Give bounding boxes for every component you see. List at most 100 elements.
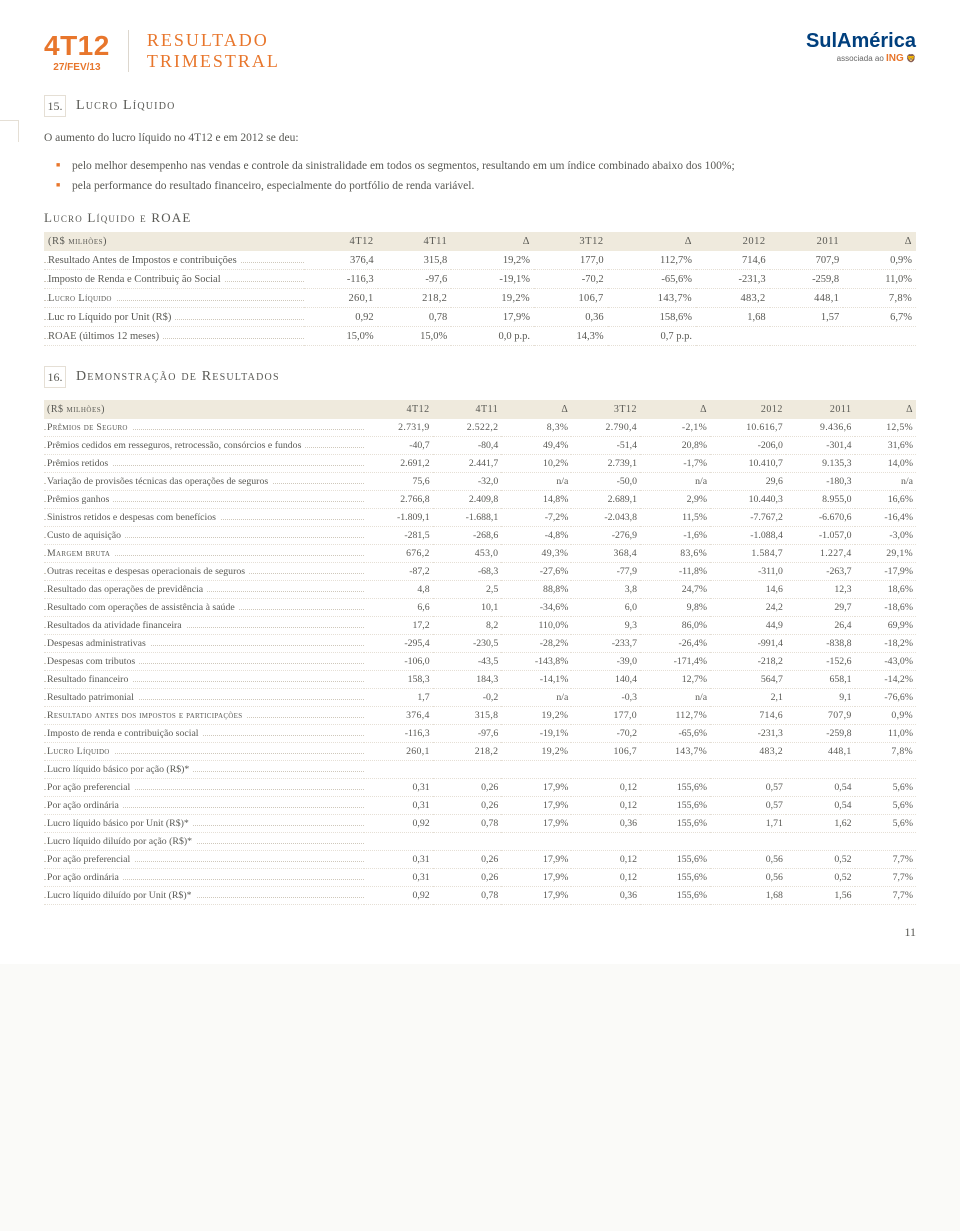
cell: 448,1 xyxy=(786,743,855,761)
cell: 4,8 xyxy=(364,581,433,599)
cell: -259,8 xyxy=(770,270,844,289)
row-label: Por ação preferencial xyxy=(44,851,364,869)
logo-ing: ING xyxy=(886,53,904,64)
cell: -11,8% xyxy=(640,563,710,581)
cell: -70,2 xyxy=(534,270,608,289)
col-header: 4T12 xyxy=(364,400,433,419)
cell xyxy=(571,761,640,779)
cell: -295,4 xyxy=(364,635,433,653)
cell: 14,3% xyxy=(534,327,608,346)
cell: -80,4 xyxy=(433,437,502,455)
cell: 0,9% xyxy=(843,251,916,270)
cell: 368,4 xyxy=(571,545,640,563)
bullet-list: pelo melhor desempenho nas vendas e cont… xyxy=(44,157,916,196)
cell: n/a xyxy=(501,689,571,707)
cell: -116,3 xyxy=(304,270,378,289)
section-number: 15. xyxy=(44,95,66,117)
bullet-2: pela performance do resultado financeiro… xyxy=(72,177,916,197)
cell: -838,8 xyxy=(786,635,855,653)
cell xyxy=(640,833,710,851)
cell: 376,4 xyxy=(304,251,378,270)
table-2: (R$ milhões)4T124T11Δ3T12Δ20122011ΔPrêmi… xyxy=(44,400,916,905)
cell: 19,2% xyxy=(451,251,534,270)
cell: 83,6% xyxy=(640,545,710,563)
table-row: Resultado Antes de Impostos e contribuiç… xyxy=(44,251,916,270)
table-row: Variação de provisões técnicas das opera… xyxy=(44,473,916,491)
section-title: Lucro Líquido xyxy=(76,98,176,114)
cell: -70,2 xyxy=(571,725,640,743)
cell: 10,2% xyxy=(501,455,571,473)
col-header: 3T12 xyxy=(571,400,640,419)
cell: 714,6 xyxy=(710,707,786,725)
col-header: 3T12 xyxy=(534,232,608,251)
row-label: Resultado antes dos impostos e participa… xyxy=(44,707,364,725)
col-header: 4T11 xyxy=(433,400,502,419)
title-line-1: RESULTADO xyxy=(147,30,280,51)
cell: 10.440,3 xyxy=(710,491,786,509)
cell: 17,9% xyxy=(451,308,534,327)
row-label: Prêmios de Seguro xyxy=(44,419,364,437)
cell: 15,0% xyxy=(304,327,378,346)
cell: -206,0 xyxy=(710,437,786,455)
cell: 0,9% xyxy=(855,707,916,725)
cell: 31,6% xyxy=(855,437,916,455)
table-row: Margem bruta676,2453,049,3%368,483,6%1.5… xyxy=(44,545,916,563)
cell: -0,2 xyxy=(433,689,502,707)
logo-main: SulAmérica xyxy=(806,30,916,53)
cell: 24,2 xyxy=(710,599,786,617)
report-title: RESULTADO TRIMESTRAL xyxy=(147,30,280,72)
col-header: 2012 xyxy=(710,400,786,419)
cell: 7,7% xyxy=(855,887,916,905)
cell: 177,0 xyxy=(534,251,608,270)
section-15-header: 15. Lucro Líquido xyxy=(44,95,916,117)
cell: -143,8% xyxy=(501,653,571,671)
cell: -152,6 xyxy=(786,653,855,671)
col-header: 2011 xyxy=(786,400,855,419)
cell: 26,4 xyxy=(786,617,855,635)
table-row: Resultado das operações de previdência4,… xyxy=(44,581,916,599)
cell: 0,12 xyxy=(571,779,640,797)
cell xyxy=(364,761,433,779)
cell: 2.739,1 xyxy=(571,455,640,473)
cell: 5,6% xyxy=(855,779,916,797)
cell: -218,2 xyxy=(710,653,786,671)
table-row: ROAE (últimos 12 meses)15,0%15,0%0,0 p.p… xyxy=(44,327,916,346)
cell: -1.809,1 xyxy=(364,509,433,527)
cell: -2,1% xyxy=(640,419,710,437)
cell: -116,3 xyxy=(364,725,433,743)
cell: -231,3 xyxy=(696,270,770,289)
cell: 0,56 xyxy=(710,851,786,869)
cell: 158,6% xyxy=(608,308,696,327)
cell: 12,7% xyxy=(640,671,710,689)
cell: 11,0% xyxy=(855,725,916,743)
cell xyxy=(843,327,916,346)
cell: 158,3 xyxy=(364,671,433,689)
brand-date: 27/FEV/13 xyxy=(44,62,110,73)
cell: -39,0 xyxy=(571,653,640,671)
cell: 88,8% xyxy=(501,581,571,599)
cell: -2.043,8 xyxy=(571,509,640,527)
cell: 2.409,8 xyxy=(433,491,502,509)
cell: 2.522,2 xyxy=(433,419,502,437)
cell: 0,0 p.p. xyxy=(451,327,534,346)
row-label: Despesas administrativas xyxy=(44,635,364,653)
row-label: Lucro líquido diluído por Unit (R$)* xyxy=(44,887,364,905)
cell: 11,5% xyxy=(640,509,710,527)
section-title: Demonstração de Resultados xyxy=(76,369,280,385)
table-row: Custo de aquisição-281,5-268,6-4,8%-276,… xyxy=(44,527,916,545)
cell: -4,8% xyxy=(501,527,571,545)
cell: 315,8 xyxy=(378,251,452,270)
cell: 0,92 xyxy=(304,308,378,327)
section-16-header: 16. Demonstração de Resultados xyxy=(44,366,916,388)
cell: 9.135,3 xyxy=(786,455,855,473)
row-label: ROAE (últimos 12 meses) xyxy=(44,327,304,346)
cell: 7,8% xyxy=(843,289,916,308)
table-row: Resultado patrimonial1,7-0,2n/a-0,3n/a2,… xyxy=(44,689,916,707)
row-label: Resultado das operações de previdência xyxy=(44,581,364,599)
cell: -991,4 xyxy=(710,635,786,653)
cell: 0,57 xyxy=(710,797,786,815)
table-row: Resultado financeiro158,3184,3-14,1%140,… xyxy=(44,671,916,689)
cell: -68,3 xyxy=(433,563,502,581)
section-number: 16. xyxy=(44,366,66,388)
lucro-roae-table: (R$ milhões)4T124T11Δ3T12Δ20122011ΔResul… xyxy=(44,232,916,346)
